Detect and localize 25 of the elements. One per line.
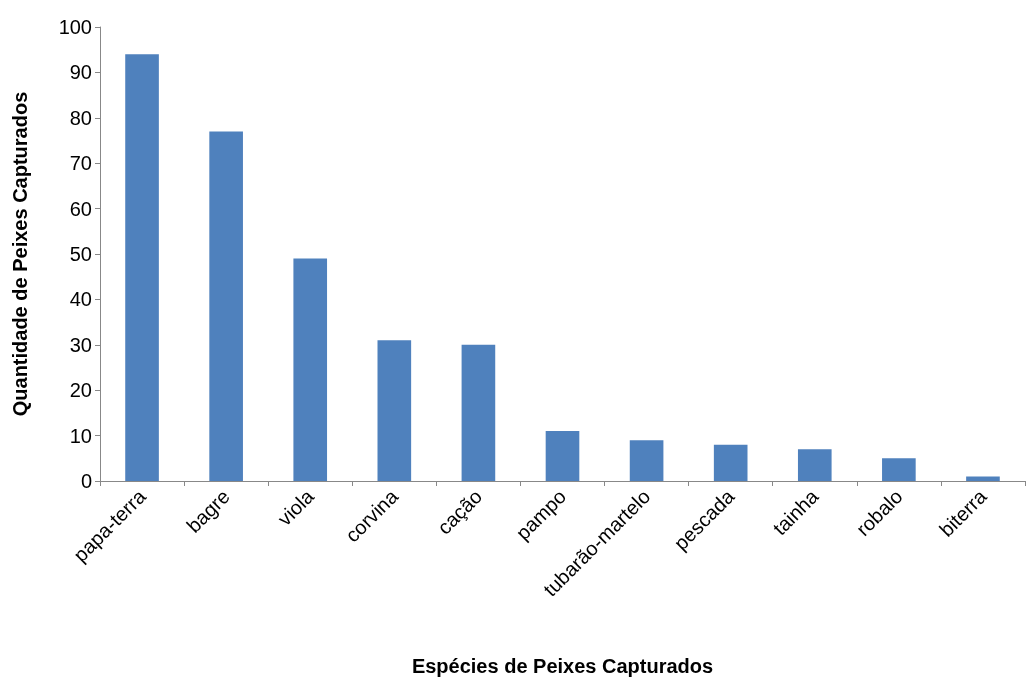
- y-tick-label: 10: [69, 424, 92, 447]
- y-tick-label: 90: [69, 61, 92, 84]
- bar: [293, 258, 328, 481]
- y-tick-label: 50: [69, 243, 92, 265]
- y-tick-label: 70: [69, 152, 92, 175]
- y-tick-label: 40: [69, 288, 92, 311]
- y-tick-label: 80: [69, 106, 92, 129]
- bar: [966, 476, 1000, 481]
- bar: [713, 444, 748, 481]
- bar: [545, 431, 580, 481]
- y-tick-label: 30: [69, 333, 92, 356]
- y-axis-title: Quantidade de Peixes Capturados: [9, 91, 31, 417]
- bar: [125, 54, 159, 481]
- y-tick-label: 20: [69, 379, 92, 402]
- x-axis-title: Espécies de Peixes Capturados: [411, 655, 714, 677]
- bar: [797, 449, 832, 481]
- y-tick-label: 100: [58, 16, 92, 38]
- bar: [882, 458, 916, 481]
- bar: [629, 440, 664, 481]
- x-tick-label: viola: [273, 484, 319, 530]
- bar: [461, 344, 496, 481]
- bar: [209, 131, 243, 481]
- y-tick-label: 60: [69, 197, 92, 220]
- bar: [377, 340, 412, 481]
- y-tick-label: 0: [80, 470, 92, 492]
